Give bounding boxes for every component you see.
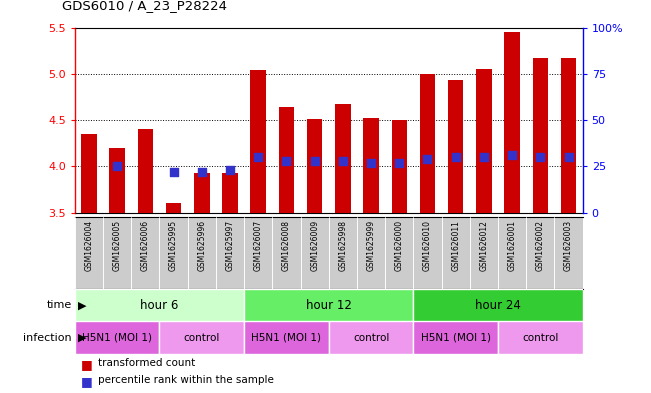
Bar xyxy=(413,289,583,321)
Text: hour 6: hour 6 xyxy=(141,299,178,312)
Bar xyxy=(441,217,470,289)
Bar xyxy=(526,217,555,289)
Point xyxy=(169,169,179,175)
Point xyxy=(507,152,518,158)
Bar xyxy=(244,217,272,289)
Text: control: control xyxy=(522,332,559,343)
Text: GSM1626003: GSM1626003 xyxy=(564,220,573,271)
Text: GSM1626011: GSM1626011 xyxy=(451,220,460,271)
Bar xyxy=(363,118,379,213)
Text: control: control xyxy=(353,332,389,343)
Point xyxy=(338,158,348,164)
Text: control: control xyxy=(184,332,220,343)
Bar xyxy=(75,217,103,289)
Bar xyxy=(335,104,351,213)
Bar xyxy=(81,134,97,213)
Bar xyxy=(420,74,436,213)
Text: GSM1626004: GSM1626004 xyxy=(85,220,94,271)
Point xyxy=(225,167,235,173)
Bar xyxy=(109,148,125,213)
Bar xyxy=(555,217,583,289)
Bar xyxy=(137,129,153,213)
Text: GSM1626006: GSM1626006 xyxy=(141,220,150,271)
Text: GSM1625998: GSM1625998 xyxy=(339,220,348,271)
Text: GSM1626007: GSM1626007 xyxy=(254,220,263,271)
Bar xyxy=(244,321,329,354)
Text: GSM1625999: GSM1625999 xyxy=(367,220,376,271)
Point xyxy=(535,154,546,160)
Text: H5N1 (MOI 1): H5N1 (MOI 1) xyxy=(251,332,322,343)
Bar xyxy=(159,217,187,289)
Bar xyxy=(329,217,357,289)
Text: GSM1626002: GSM1626002 xyxy=(536,220,545,271)
Bar xyxy=(75,321,159,354)
Bar xyxy=(244,289,413,321)
Text: ▶: ▶ xyxy=(78,300,87,310)
Bar xyxy=(307,119,322,213)
Point xyxy=(450,154,461,160)
Point xyxy=(563,154,574,160)
Text: ■: ■ xyxy=(81,358,93,371)
Point xyxy=(309,158,320,164)
Bar xyxy=(159,321,244,354)
Text: GDS6010 / A_23_P28224: GDS6010 / A_23_P28224 xyxy=(62,0,227,12)
Bar xyxy=(216,217,244,289)
Bar xyxy=(498,321,583,354)
Text: ▶: ▶ xyxy=(78,332,87,343)
Text: GSM1626010: GSM1626010 xyxy=(423,220,432,271)
Text: GSM1625995: GSM1625995 xyxy=(169,220,178,271)
Text: GSM1626005: GSM1626005 xyxy=(113,220,122,271)
Point xyxy=(197,169,207,175)
Point xyxy=(478,154,489,160)
Text: H5N1 (MOI 1): H5N1 (MOI 1) xyxy=(421,332,491,343)
Text: GSM1626000: GSM1626000 xyxy=(395,220,404,271)
Text: hour 12: hour 12 xyxy=(306,299,352,312)
Bar xyxy=(166,203,182,213)
Bar xyxy=(251,70,266,213)
Bar xyxy=(413,217,441,289)
Bar xyxy=(448,80,464,213)
Bar xyxy=(187,217,216,289)
Bar xyxy=(75,289,244,321)
Bar xyxy=(272,217,301,289)
Point xyxy=(253,154,264,160)
Bar xyxy=(103,217,132,289)
Bar xyxy=(357,217,385,289)
Bar xyxy=(476,69,492,213)
Text: infection: infection xyxy=(23,332,72,343)
Bar xyxy=(505,32,520,213)
Bar xyxy=(301,217,329,289)
Point xyxy=(281,158,292,164)
Bar xyxy=(132,217,159,289)
Point xyxy=(394,160,404,166)
Text: GSM1626009: GSM1626009 xyxy=(310,220,319,271)
Bar xyxy=(194,173,210,213)
Text: time: time xyxy=(46,300,72,310)
Bar xyxy=(391,120,407,213)
Text: GSM1626008: GSM1626008 xyxy=(282,220,291,271)
Text: ■: ■ xyxy=(81,375,93,388)
Text: GSM1626012: GSM1626012 xyxy=(479,220,488,271)
Text: GSM1626001: GSM1626001 xyxy=(508,220,517,271)
Text: GSM1625997: GSM1625997 xyxy=(225,220,234,271)
Bar xyxy=(222,173,238,213)
Point xyxy=(366,160,376,166)
Point xyxy=(422,156,433,162)
Point xyxy=(112,163,122,169)
Bar xyxy=(413,321,498,354)
Text: percentile rank within the sample: percentile rank within the sample xyxy=(98,375,273,385)
Bar xyxy=(470,217,498,289)
Bar xyxy=(561,58,576,213)
Text: GSM1625996: GSM1625996 xyxy=(197,220,206,271)
Text: transformed count: transformed count xyxy=(98,358,195,367)
Bar xyxy=(329,321,413,354)
Bar xyxy=(498,217,526,289)
Text: H5N1 (MOI 1): H5N1 (MOI 1) xyxy=(82,332,152,343)
Bar xyxy=(385,217,413,289)
Text: hour 24: hour 24 xyxy=(475,299,521,312)
Bar xyxy=(279,107,294,213)
Bar xyxy=(533,58,548,213)
